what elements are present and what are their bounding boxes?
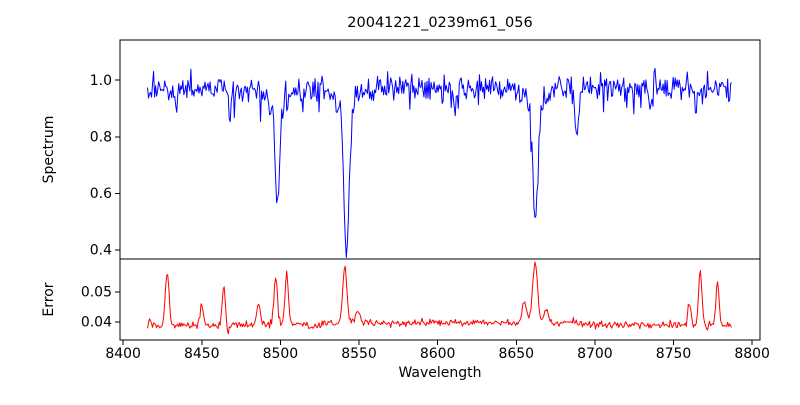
x-tick-label: 8800 [734, 346, 770, 362]
x-tick-label: 8400 [105, 346, 141, 362]
error-y-tick-label: 0.05 [81, 285, 112, 301]
spectrum-y-tick-label: 0.8 [90, 129, 112, 145]
plot-layer: 0.4 0.6 0.8 1.0 0.04 0.05 8400 8450 8500 8550 8600… [81, 39, 770, 362]
x-tick-label: 8450 [184, 346, 220, 362]
x-tick-label: 8650 [498, 346, 534, 362]
error-y-tick-label: 0.04 [81, 315, 112, 331]
chart-title: 20041221_0239m61_056 [347, 15, 532, 31]
error-y-axis-label: Error [41, 282, 57, 316]
x-tick-label: 8500 [263, 346, 299, 362]
spectrum-series-line [147, 68, 732, 258]
x-tick-label: 8750 [656, 346, 692, 362]
x-tick-label: 8700 [577, 346, 613, 362]
x-tick-label: 8600 [420, 346, 456, 362]
spectrum-y-tick-label: 0.4 [90, 243, 112, 259]
error-series-line [147, 261, 733, 335]
error-axes-frame [119, 258, 761, 341]
spectrum-y-tick-label: 0.6 [90, 186, 112, 202]
spectrum-y-axis-label: Spectrum [41, 116, 57, 184]
spectrum-y-tick-label: 1.0 [90, 73, 112, 89]
x-axis-label: Wavelength [398, 365, 481, 381]
x-tick-label: 8550 [341, 346, 377, 362]
